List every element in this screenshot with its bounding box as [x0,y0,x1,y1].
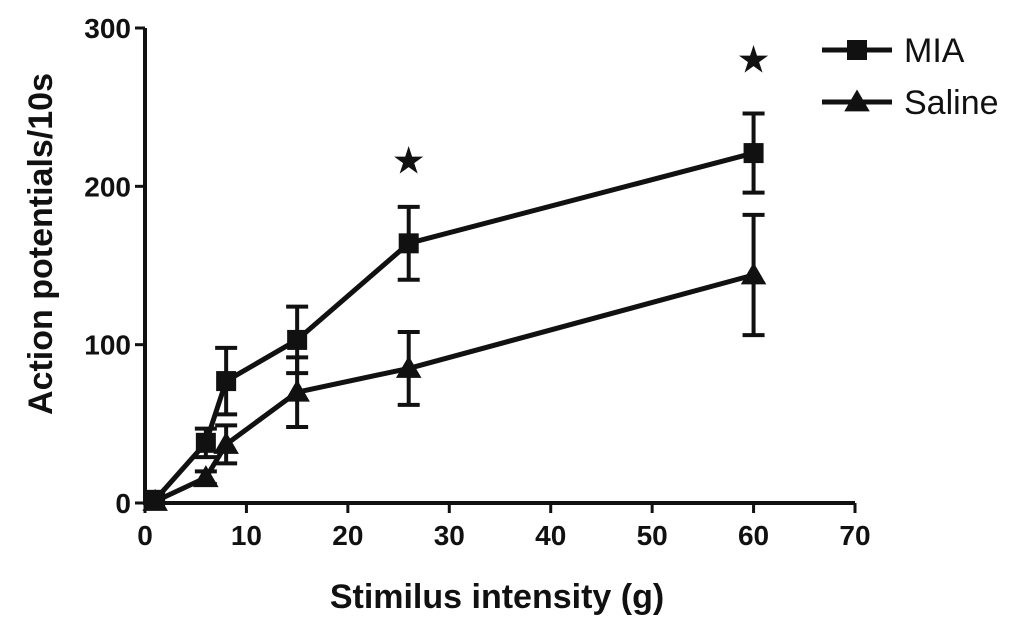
y-tick-label: 300 [84,13,131,44]
series-line [154,272,755,504]
data-point [284,379,310,402]
legend: MIA Saline [822,32,999,122]
data-point [743,143,764,164]
x-tick-label: 20 [332,520,363,551]
y-tick-label: 0 [115,488,131,519]
x-tick-label: 40 [535,520,566,551]
data-point [213,431,239,454]
data-point [195,432,216,453]
series-mia [145,111,765,510]
x-tick-label: 0 [137,520,153,551]
plot-area: ★★ [142,37,771,511]
series-line [153,150,755,502]
legend-item-mia: MIA [822,32,965,70]
legend-marker [844,89,870,112]
x-tick-label: 70 [839,520,870,551]
data-point [740,262,767,285]
data-point [193,465,219,488]
series-saline [142,212,767,511]
x-tick-label: 60 [738,520,769,551]
data-point [398,233,419,254]
y-tick-label: 200 [84,171,131,202]
y-axis-title: Action potentials/10s [22,73,60,415]
data-point [395,355,422,378]
data-point [287,329,308,350]
data-point [216,371,237,392]
axes: 0 10 20 30 40 50 60 70 0 100 200 300 [84,13,870,551]
legend-item-saline: Saline [822,84,999,122]
x-tick-label: 50 [637,520,668,551]
legend-label: Saline [904,84,999,122]
x-tick-label: 30 [434,520,465,551]
legend-label: MIA [904,32,965,70]
legend-marker [847,40,867,60]
significance-star: ★ [392,139,426,183]
y-tick-label: 100 [84,330,131,361]
x-tick-label: 10 [231,520,262,551]
data-point [142,488,168,511]
significance-star: ★ [737,37,771,81]
x-axis-title: Stimilus intensity (g) [330,578,664,616]
